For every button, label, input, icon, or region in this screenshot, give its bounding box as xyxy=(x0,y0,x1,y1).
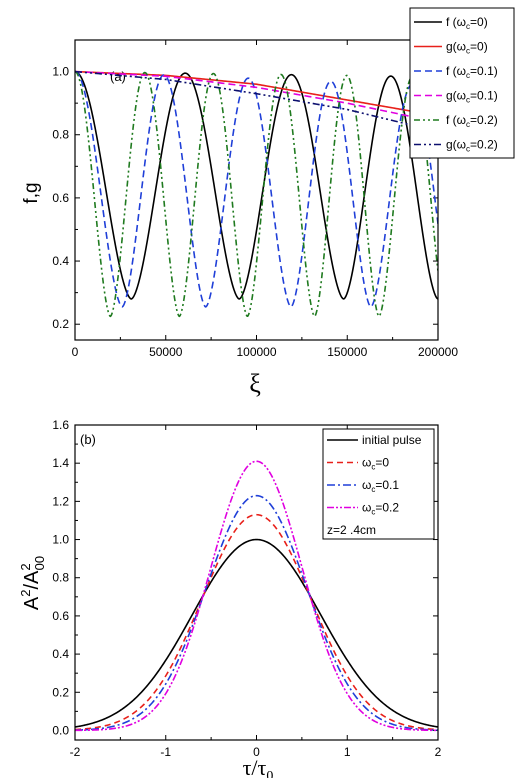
y-tick-label-b: 1.6 xyxy=(52,418,69,432)
series-line-c0.2 xyxy=(74,460,439,732)
series-line-c0 xyxy=(74,513,439,731)
panel-label-b: (b) xyxy=(80,432,96,447)
x-axis-label-a: ξ xyxy=(249,369,261,398)
legend-box-b xyxy=(322,428,435,540)
series-line-gc0.1 xyxy=(75,70,438,123)
y-tick-label-b: 0.4 xyxy=(52,647,69,661)
y-tick-label-a: 1.0 xyxy=(52,65,69,79)
legend-a: f (ωc=0) g(ωc=0) f (ωc=0.1) g(ωc=0.1) f (ωc=… xyxy=(409,7,515,159)
y-tick-label-b: 1.2 xyxy=(52,494,69,508)
y-tick-label-a: 0.6 xyxy=(52,191,69,205)
legend-label-a: g(ωc=0.2) xyxy=(446,138,498,154)
y-tick-label-b: 0.0 xyxy=(52,723,69,737)
legend-label-b: ωc=0.1 xyxy=(362,478,399,494)
y-tick-label-a: 0.4 xyxy=(52,254,69,268)
legend-label-a: f (ωc=0) xyxy=(446,15,488,31)
legend-label-a: g(ωc=0.1) xyxy=(446,89,498,105)
plot-frame-b xyxy=(74,424,439,741)
y-tick-label-b: 1.4 xyxy=(52,456,69,470)
series-line-initial-pulse xyxy=(74,538,439,728)
legend-label-a: f (ωc=0.1) xyxy=(446,64,498,80)
axis-ticks-a: 0 50000 100000 150000 200000 0.2 0.4 0.6 0.8 1.0 xyxy=(52,40,458,359)
y-tick-label-a: 0.2 xyxy=(52,317,69,331)
y-tick-label-b: 0.6 xyxy=(52,609,69,623)
axis-ticks-b: -2 -1 0 1 2 0.0 0.2 0.4 0.6 0.8 1.0 1.2 1.4 1.6 xyxy=(52,418,441,759)
legend-label-b: ωc=0.2 xyxy=(362,501,399,517)
x-axis-label-b: τ/τ0 xyxy=(243,755,274,778)
x-tick-label-b: 0 xyxy=(253,745,260,759)
legend-box-a xyxy=(409,7,515,159)
legend-label-a: f (ωc=0.2) xyxy=(446,113,498,129)
y-axis-label-b: A2/A200 xyxy=(18,556,47,610)
y-tick-label-b: 0.8 xyxy=(52,571,69,585)
annotation-z: z=2 .4cm xyxy=(327,523,376,537)
x-tick-label-b: 2 xyxy=(435,745,442,759)
plot-frame-a xyxy=(74,39,439,341)
y-tick-label-a: 0.8 xyxy=(52,128,69,142)
x-tick-label-a: 200000 xyxy=(418,345,458,359)
series-line-f-c0.1 xyxy=(75,70,438,308)
legend-label-b: initial pulse xyxy=(362,433,422,447)
series-line-f-c0 xyxy=(75,70,438,300)
series-line-f-c0.2 xyxy=(75,70,438,318)
x-tick-label-a: 50000 xyxy=(149,345,183,359)
x-tick-label-b: 1 xyxy=(344,745,351,759)
x-tick-label-a: 100000 xyxy=(236,345,276,359)
y-tick-label-b: 1.0 xyxy=(52,533,69,547)
series-line-gc0.2 xyxy=(75,70,438,133)
x-tick-label-a: 0 xyxy=(72,345,79,359)
chart-panel-b: (b) -2 -1 0 1 2 0.0 0.2 0.4 0.6 0.8 1.0 1.2 1.4 1.6 τ… xyxy=(18,418,442,778)
chart-panel-a: (a) 0 50000 100000 150000 200000 0.2 0.4 0.6 0.8… xyxy=(21,7,515,398)
x-tick-label-a: 150000 xyxy=(327,345,367,359)
legend-label-b: ωc=0 xyxy=(362,456,389,472)
series-group-b xyxy=(74,460,439,732)
x-tick-label-b: -1 xyxy=(160,745,171,759)
series-line-c0.1 xyxy=(74,494,439,731)
x-tick-label-b: -2 xyxy=(70,745,81,759)
y-axis-label-a: f,g xyxy=(21,182,42,203)
panel-label-a: (a) xyxy=(110,69,126,84)
legend-label-a: g(ωc=0) xyxy=(446,40,488,56)
y-tick-label-b: 0.2 xyxy=(52,685,69,699)
legend-b: initial pulse ωc=0 ωc=0.1 ωc=0.2 z=2 .4cm xyxy=(322,428,435,540)
series-group-a xyxy=(75,70,438,318)
